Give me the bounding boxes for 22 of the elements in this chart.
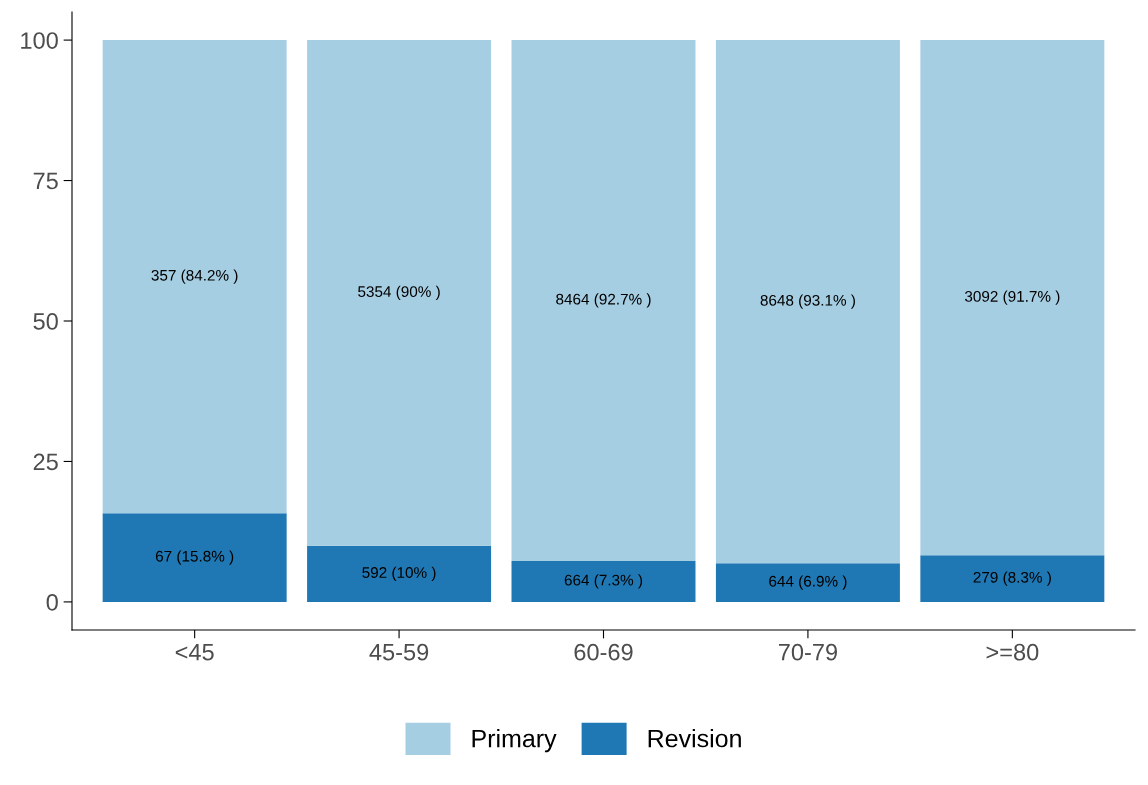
data-label: 3092 (91.7% ) bbox=[964, 290, 1060, 305]
data-label: 8464 (92.7% ) bbox=[556, 293, 651, 308]
x-tick-label: <45 bbox=[175, 644, 214, 661]
data-label: 5354 (90% ) bbox=[358, 285, 440, 301]
x-tick-label: >=80 bbox=[986, 643, 1039, 661]
data-label: 644 (6.9% ) bbox=[769, 575, 847, 590]
data-label: 279 (8.3% ) bbox=[973, 571, 1051, 586]
y-tick-label: 25 bbox=[33, 453, 58, 471]
data-label: 8648 (93.1% ) bbox=[760, 294, 855, 309]
y-tick-label: 0 bbox=[46, 593, 58, 611]
y-tick-label: 75 bbox=[33, 172, 58, 190]
y-tick-label: 50 bbox=[33, 313, 58, 330]
data-label: 664 (7.3% ) bbox=[564, 574, 643, 589]
x-tick-label: 60-69 bbox=[574, 643, 633, 661]
legend-label: Revision bbox=[648, 729, 741, 748]
x-tick-label: 45-59 bbox=[369, 643, 429, 661]
data-label: 357 (84.2% ) bbox=[151, 269, 238, 284]
data-label: 592 (10% ) bbox=[362, 566, 436, 581]
y-tick-label: 100 bbox=[21, 32, 58, 49]
x-tick-label: 70-79 bbox=[778, 643, 837, 661]
legend-label: Primary bbox=[472, 729, 557, 753]
data-label: 67 (15.8% ) bbox=[155, 550, 234, 565]
